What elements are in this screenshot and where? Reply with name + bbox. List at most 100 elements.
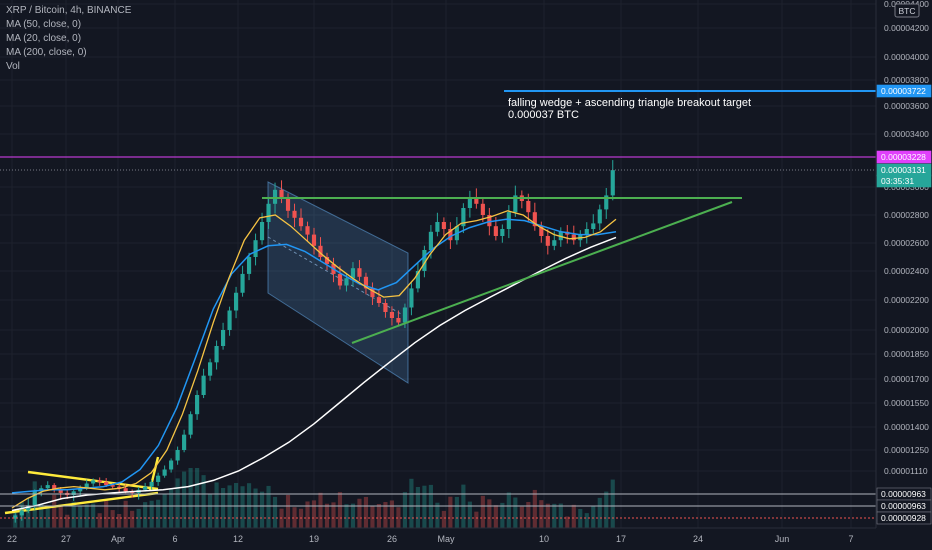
volume-bar <box>506 492 511 528</box>
candle-body <box>188 414 193 435</box>
volume-bar <box>604 491 609 528</box>
candle-body <box>526 201 531 213</box>
candle-body <box>104 481 109 486</box>
candle-body <box>272 189 278 204</box>
volume-bar <box>389 500 395 528</box>
volume-bar <box>584 513 589 528</box>
candle-body <box>240 273 245 293</box>
indicator-ma50[interactable]: MA (50, close, 0) <box>6 19 82 30</box>
time-tick-label: Apr <box>111 534 125 544</box>
volume-bar <box>532 489 537 528</box>
price-tick-label: 0.00002400 <box>884 266 929 276</box>
triangle-support-line[interactable] <box>351 201 733 344</box>
volume-bar <box>591 506 596 528</box>
candlesticks <box>13 160 615 523</box>
time-tick-label: 12 <box>233 534 243 544</box>
indicator-volume[interactable]: Vol <box>6 61 20 72</box>
volume-bars <box>13 468 615 528</box>
annotation-line-2: 0.000037 BTC <box>508 109 579 121</box>
volume-bar <box>143 502 148 528</box>
candle-body <box>344 278 349 286</box>
candle-body <box>428 231 433 250</box>
volume-bar <box>331 502 336 528</box>
volume-bar <box>188 468 193 528</box>
volume-bar <box>552 503 557 528</box>
candle-body <box>91 480 96 484</box>
volume-bar <box>227 485 232 528</box>
time-tick-label: 24 <box>693 534 703 544</box>
volume-bar <box>500 502 505 528</box>
volume-bar <box>84 504 89 528</box>
candle-body <box>461 208 466 227</box>
time-tick-label: 26 <box>387 534 397 544</box>
volume-bar <box>285 494 291 528</box>
price-tick-label: 0.00001400 <box>884 422 929 432</box>
candle-body <box>175 450 180 461</box>
volume-bar <box>565 516 570 528</box>
volume-bar <box>97 513 102 528</box>
ma-200-line <box>11 236 617 512</box>
ma-20-line <box>11 210 617 509</box>
price-axis[interactable]: 0.000044000.000042000.000040000.00003800… <box>875 0 932 536</box>
time-tick-label: May <box>437 534 455 544</box>
candle-body <box>143 486 148 490</box>
time-tick-label: 27 <box>61 534 71 544</box>
price-tag-level: 0.00000963 <box>876 499 932 513</box>
time-axis[interactable]: 22 27 Apr 6 12 19 26 May 10 17 24 Jun 7 <box>0 527 932 550</box>
candle-body <box>195 395 200 415</box>
candle-body <box>415 271 420 289</box>
volume-bar <box>454 496 459 528</box>
price-tick-label: 0.00001700 <box>884 374 929 384</box>
indicator-ma20[interactable]: MA (20, close, 0) <box>6 33 82 44</box>
candle-body <box>156 475 161 482</box>
price-tick-label: 0.00001550 <box>884 398 929 408</box>
volume-bar <box>220 488 226 528</box>
volume-bar <box>363 496 369 528</box>
candle-body <box>448 229 453 241</box>
candle-body <box>84 483 89 489</box>
price-tick-label: 0.00002000 <box>884 325 929 335</box>
price-tick-label: 0.00004000 <box>884 52 929 62</box>
candle-body <box>169 460 174 470</box>
indicator-ma200[interactable]: MA (200, close, 0) <box>6 47 87 58</box>
volume-bar <box>597 497 602 528</box>
volume-bar <box>214 482 219 528</box>
svg-text:0.00000928: 0.00000928 <box>881 513 926 523</box>
candle-body <box>396 318 401 323</box>
volume-bar <box>110 510 115 528</box>
volume-bar <box>182 471 187 528</box>
candle-body <box>480 203 485 215</box>
volume-bar <box>91 503 96 528</box>
candle-body <box>305 226 310 235</box>
volume-bar <box>448 496 453 528</box>
candle-body <box>123 488 128 492</box>
svg-text:0.00000963: 0.00000963 <box>881 501 926 511</box>
candle-body <box>506 212 511 229</box>
chart-grid <box>0 0 876 532</box>
volume-bar <box>162 493 167 528</box>
candle-body <box>266 203 271 222</box>
price-tag-level: 0.00000963 <box>876 487 932 501</box>
candle-body <box>435 222 440 232</box>
svg-text:0.00003131: 0.00003131 <box>881 165 926 175</box>
volume-bar <box>441 510 446 528</box>
candle-body <box>363 276 369 289</box>
candle-body <box>292 210 297 218</box>
volume-bar <box>45 508 50 528</box>
volume-bar <box>474 511 479 528</box>
currency-badge[interactable]: BTC <box>894 3 920 18</box>
price-tick-label: 0.00002200 <box>884 295 929 305</box>
candle-body <box>233 292 239 311</box>
volume-bar <box>539 500 544 528</box>
candle-body <box>71 491 76 496</box>
volume-bar <box>195 468 200 528</box>
price-tick-label: 0.00003400 <box>884 129 929 139</box>
candle-body <box>604 195 609 210</box>
breakout-annotation[interactable]: falling wedge + ascending triangle break… <box>508 97 751 121</box>
volume-bar <box>78 506 83 528</box>
volume-bar <box>467 501 472 528</box>
symbol-title[interactable]: XRP / Bitcoin, 4h, BINANCE <box>6 5 132 16</box>
volume-bar <box>201 475 206 528</box>
